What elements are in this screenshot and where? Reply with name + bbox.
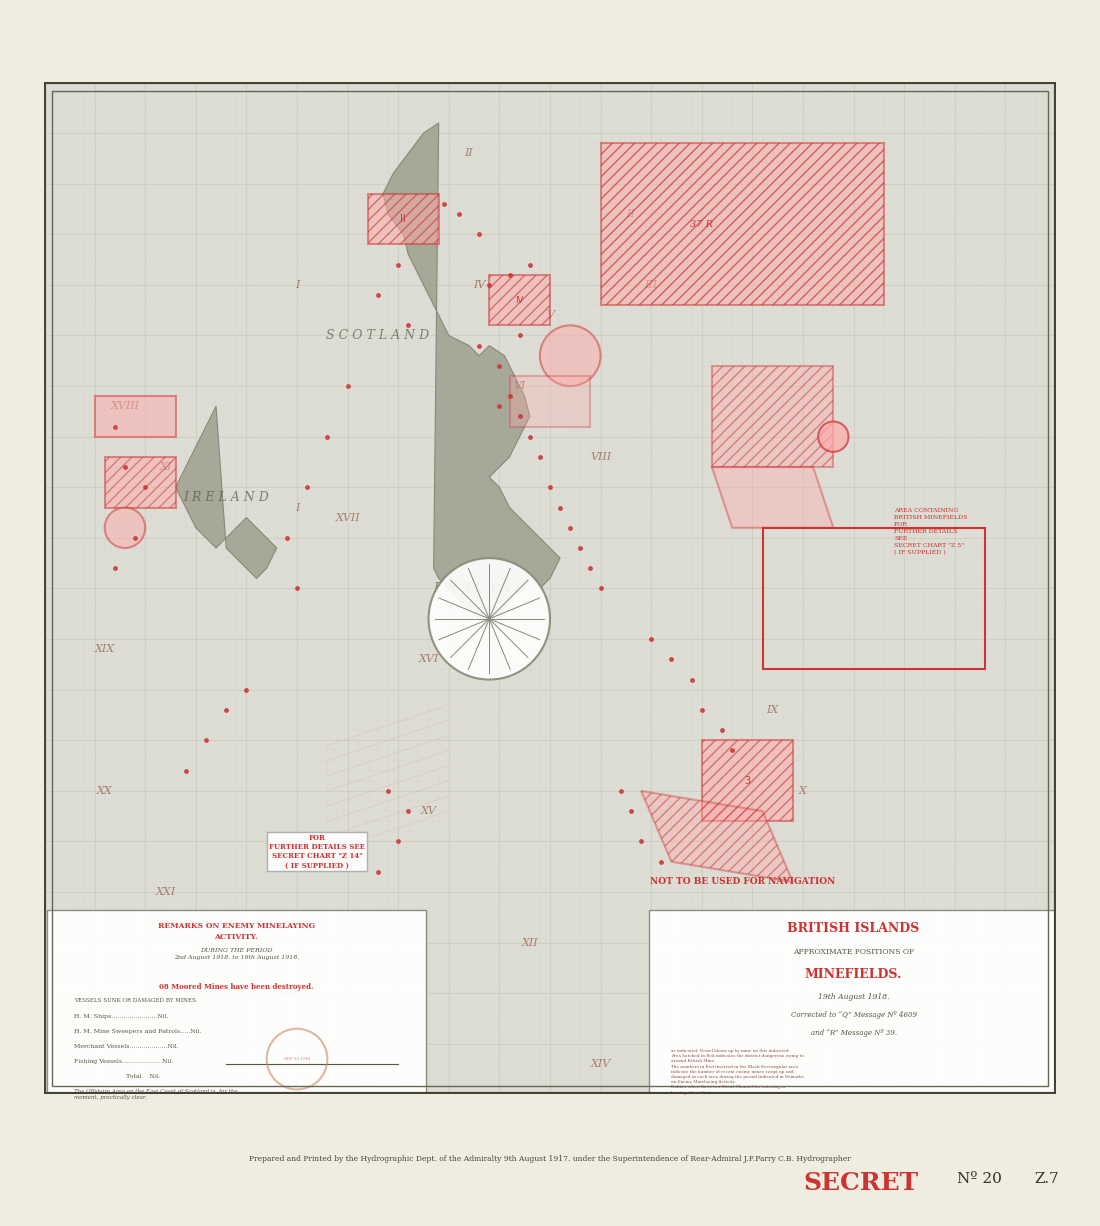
- FancyBboxPatch shape: [47, 910, 426, 1096]
- Circle shape: [540, 325, 601, 386]
- Text: REMARKS ON ENEMY MINELAYING
ACTIVITY.: REMARKS ON ENEMY MINELAYING ACTIVITY.: [157, 922, 315, 942]
- Bar: [104, 457, 176, 508]
- Text: Merchant Vessels...................Nil.: Merchant Vessels...................Nil.: [75, 1043, 179, 1049]
- Text: DURING THE PERIOD
2nd August 1918. to 19th August 1918.: DURING THE PERIOD 2nd August 1918. to 19…: [174, 948, 299, 960]
- Text: Corrected to “Q” Message Nº 4609: Corrected to “Q” Message Nº 4609: [791, 1011, 916, 1020]
- Text: VIII: VIII: [590, 452, 612, 462]
- Text: X: X: [799, 786, 807, 796]
- Bar: [712, 365, 834, 467]
- Text: VI: VI: [514, 381, 526, 391]
- Circle shape: [104, 508, 145, 548]
- Bar: [104, 457, 176, 508]
- Text: III: III: [645, 280, 658, 289]
- Text: SECRET: SECRET: [803, 1171, 918, 1195]
- Text: V: V: [546, 310, 554, 320]
- Text: S C O T L A N D: S C O T L A N D: [327, 329, 429, 342]
- Text: I: I: [295, 503, 299, 512]
- Text: AREA CONTAINING
BRITISH MINEFIELDS
FOR
FURTHER DETAILS
SEE
SECRET CHART "Z 5"
( : AREA CONTAINING BRITISH MINEFIELDS FOR F…: [894, 508, 968, 554]
- Text: APPROXIMATE POSITIONS OF: APPROXIMATE POSITIONS OF: [793, 948, 914, 956]
- Text: Fishing Vessels....................Nil.: Fishing Vessels....................Nil.: [75, 1059, 174, 1064]
- Text: 19th August 1918.: 19th August 1918.: [818, 993, 890, 1002]
- Polygon shape: [641, 791, 793, 881]
- Text: XVIII: XVIII: [110, 401, 140, 411]
- Text: NOT TO BE USED FOR NAVIGATION: NOT TO BE USED FOR NAVIGATION: [650, 878, 835, 886]
- Bar: [702, 741, 793, 821]
- Bar: [490, 275, 550, 325]
- Bar: [702, 741, 793, 821]
- Text: II: II: [627, 210, 636, 219]
- Polygon shape: [712, 467, 834, 527]
- Text: XX: XX: [97, 786, 112, 796]
- Text: VESSELS SUNK OR DAMAGED BY MINES.: VESSELS SUNK OR DAMAGED BY MINES.: [75, 998, 198, 1003]
- Text: Z.7: Z.7: [1034, 1172, 1058, 1187]
- Text: XVII: XVII: [336, 512, 360, 522]
- Text: I: I: [295, 280, 299, 289]
- Bar: [712, 365, 834, 467]
- Bar: [367, 194, 439, 244]
- FancyBboxPatch shape: [649, 910, 1058, 1096]
- Text: The Offshore Area on the East Coast of Scotland is, for the
moment, practically : The Offshore Area on the East Coast of S…: [75, 1090, 238, 1100]
- Text: IV: IV: [473, 280, 485, 289]
- Bar: [367, 194, 439, 244]
- Text: H. M. Mine Sweepers and Patrols.....Nil.: H. M. Mine Sweepers and Patrols.....Nil.: [75, 1029, 202, 1034]
- Text: Prepared and Printed by the Hydrographic Dept. of the Admiralty 9th August 1917.: Prepared and Printed by the Hydrographic…: [249, 1155, 851, 1162]
- Text: XIII: XIII: [276, 988, 297, 998]
- Text: Total    Nil.: Total Nil.: [75, 1074, 162, 1079]
- Text: II: II: [400, 215, 406, 224]
- Bar: [490, 275, 550, 325]
- Polygon shape: [176, 406, 277, 579]
- Text: XII: XII: [521, 938, 538, 948]
- Circle shape: [429, 558, 550, 679]
- Text: XIX: XIX: [95, 644, 114, 655]
- Text: II: II: [464, 148, 473, 158]
- Polygon shape: [383, 123, 560, 629]
- Text: XIV: XIV: [307, 1059, 328, 1069]
- Text: I R E L A N D: I R E L A N D: [184, 490, 270, 504]
- Bar: [601, 143, 884, 305]
- Text: SEP 12 1991: SEP 12 1991: [284, 1057, 310, 1060]
- Text: E N G L A N D: E N G L A N D: [433, 582, 526, 595]
- Text: 37 R: 37 R: [691, 219, 713, 229]
- Text: XIV: XIV: [591, 1059, 611, 1069]
- Text: XVI: XVI: [418, 655, 439, 664]
- Text: MINEFIELDS.: MINEFIELDS.: [805, 969, 902, 981]
- Bar: [762, 527, 986, 669]
- Text: BRITISH ISLANDS: BRITISH ISLANDS: [788, 922, 920, 935]
- Circle shape: [818, 422, 848, 452]
- Text: H. M. Ships.......................Nil.: H. M. Ships.......................Nil.: [75, 1014, 169, 1019]
- Bar: [95, 396, 176, 436]
- Text: Nº 20: Nº 20: [957, 1172, 1002, 1187]
- Bar: [509, 376, 591, 427]
- Text: and “R” Message Nº 39.: and “R” Message Nº 39.: [811, 1029, 896, 1037]
- Text: IX: IX: [767, 705, 779, 715]
- Text: XI: XI: [160, 462, 172, 472]
- Text: 3: 3: [745, 776, 750, 786]
- Text: XXI: XXI: [155, 888, 176, 897]
- Text: FOR
FURTHER DETAILS SEE
SECRET CHART "Z 14"
( IF SUPPLIED ): FOR FURTHER DETAILS SEE SECRET CHART "Z …: [270, 834, 365, 869]
- Text: as indicated: Vessel blown up by mine on this indicated.
Area hatched in Red ind: as indicated: Vessel blown up by mine on…: [671, 1049, 804, 1095]
- Text: 08 Moored Mines have been destroyed.: 08 Moored Mines have been destroyed.: [160, 983, 314, 991]
- Text: XV: XV: [420, 807, 437, 817]
- Text: IV: IV: [516, 295, 524, 304]
- Bar: [601, 143, 884, 305]
